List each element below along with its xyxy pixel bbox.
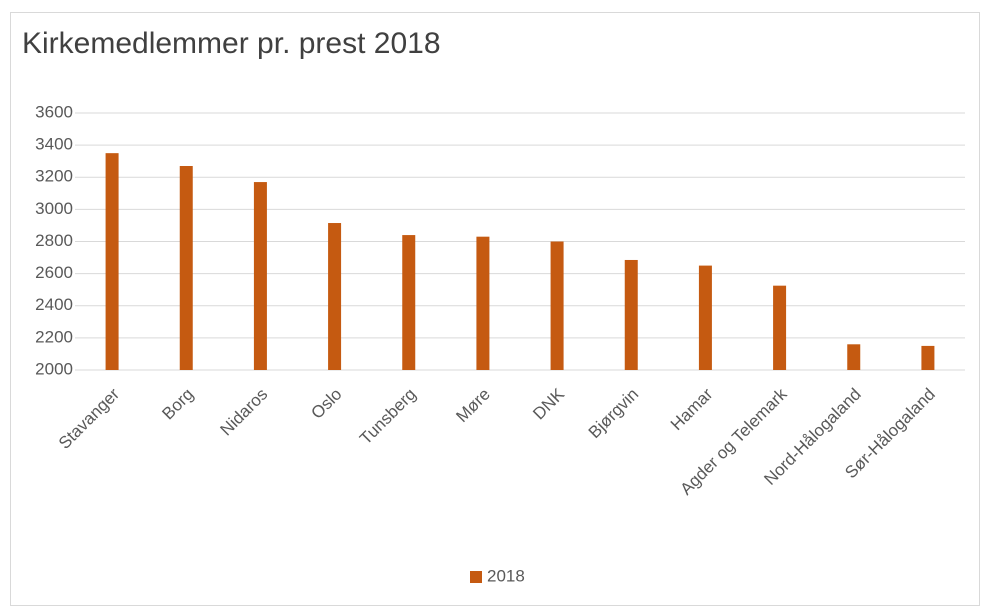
bar [698,265,712,370]
chart-title: Kirkemedlemmer pr. prest 2018 [22,27,441,60]
y-tick-label: 3200 [35,167,73,186]
bar [773,285,787,370]
y-tick-label: 2200 [35,327,73,346]
bar [476,236,490,370]
bar [921,345,935,370]
bar [105,153,119,370]
legend-swatch [470,571,482,583]
y-tick-label: 2800 [35,231,73,250]
y-tick-label: 2400 [35,295,73,314]
bar [624,259,638,370]
chart-frame [10,12,980,606]
bar [402,235,416,370]
y-tick-label: 3600 [35,102,73,121]
y-tick-label: 3000 [35,199,73,218]
legend-label: 2018 [487,566,525,585]
bar [179,166,193,370]
y-tick-label: 2600 [35,263,73,282]
bar [550,241,564,370]
bar [328,223,342,370]
y-tick-label: 3400 [35,135,73,154]
y-tick-label: 2000 [35,359,73,378]
bar [847,344,861,370]
bar [253,182,267,370]
